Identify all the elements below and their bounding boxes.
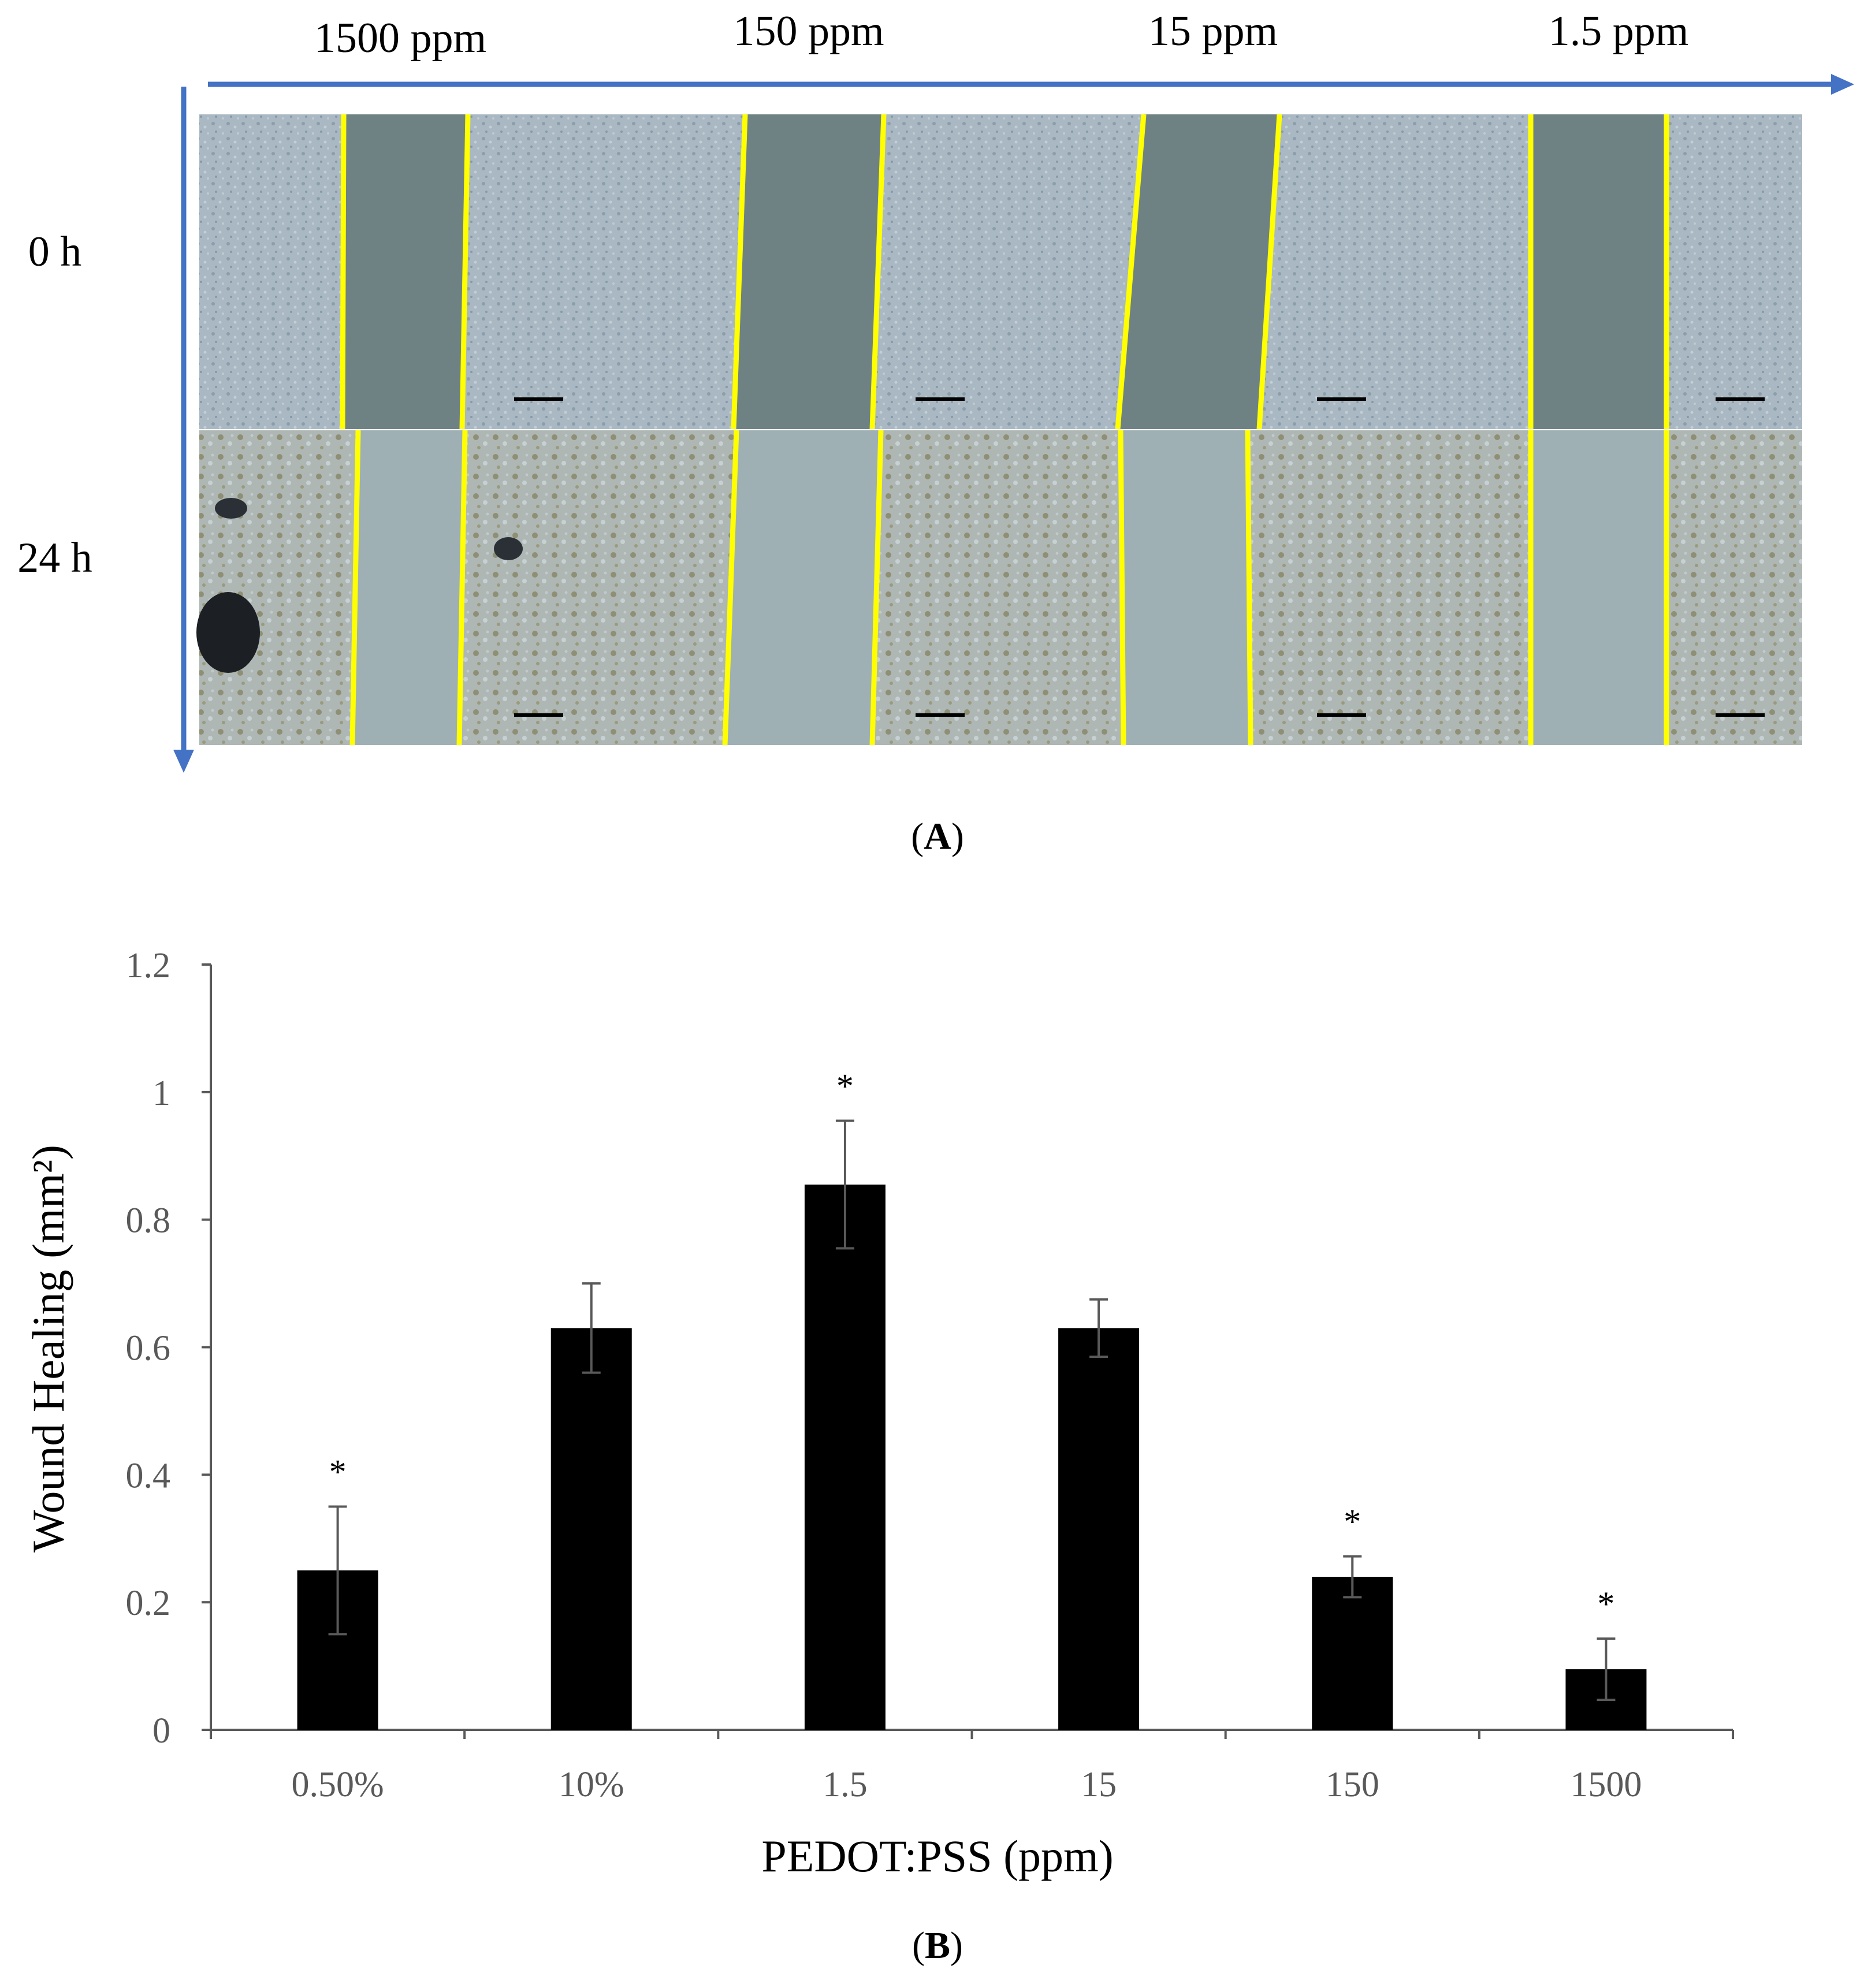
wound-gap (734, 114, 884, 429)
wound-edge-line (722, 430, 739, 746)
debris-blob (494, 537, 523, 560)
column-label: 150 ppm (733, 8, 884, 55)
row-label: 0 h (28, 228, 82, 276)
column-labels: 1500 ppm 150 ppm 15 ppm 1.5 ppm (314, 8, 1688, 62)
significance-marker: * (836, 1067, 854, 1105)
wound-gap (1121, 430, 1251, 745)
wound-gap (725, 430, 881, 745)
wound-gap (343, 114, 468, 429)
significance-marker: * (1597, 1585, 1614, 1623)
significance-marker: * (1344, 1503, 1361, 1541)
wound-gap (1531, 430, 1666, 745)
y-tick-label: 1.2 (126, 946, 171, 985)
wound-gap (352, 430, 465, 745)
x-tick-label: 15 (1081, 1765, 1117, 1804)
row-label: 24 h (17, 534, 92, 582)
wound-edge-line (731, 114, 748, 430)
y-tick-label: 0 (152, 1711, 170, 1751)
debris-blob (196, 592, 260, 673)
y-tick-label: 0.8 (126, 1201, 171, 1241)
x-tick-label: 1500 (1570, 1765, 1642, 1804)
wound-edge-line (456, 430, 468, 746)
significance-marker: * (329, 1453, 347, 1491)
concentration-arrow-head (1831, 74, 1854, 95)
panel-b-chart: 0 0.2 0.4 0.6 0.8 1 1.2 0.50% 10% 1.5 15 150 1500 *… (23, 946, 1734, 1967)
bar (804, 1184, 886, 1730)
wound-edge-line (349, 430, 361, 746)
bar (550, 1328, 632, 1730)
panel-a-micrographs: 1500 ppm 150 ppm 15 ppm 1.5 ppm 0 h 24 h (A) (17, 8, 1854, 858)
column-label: 15 ppm (1148, 8, 1278, 55)
bars: * * * * (297, 1067, 1647, 1730)
wound-edge-line (1256, 114, 1282, 430)
wound-edge-line (1118, 430, 1126, 746)
bar (1312, 1577, 1393, 1730)
wound-edge-line (1115, 114, 1147, 430)
y-axis: 0 0.2 0.4 0.6 0.8 1 1.2 (126, 946, 212, 1751)
x-axis: 0.50% 10% 1.5 15 150 1500 (210, 1729, 1734, 1804)
y-tick-label: 0.6 (126, 1329, 171, 1368)
y-axis-label: Wound Healing (mm²) (23, 1145, 73, 1553)
wound-edge-line (869, 430, 884, 746)
panel-b-caption: (B) (912, 1924, 963, 1967)
panel-a-caption: (A) (911, 816, 964, 858)
x-tick-label: 150 (1326, 1765, 1379, 1804)
wound-gap (1118, 114, 1279, 429)
wound-edge-line (1245, 430, 1253, 746)
column-label: 1.5 ppm (1549, 8, 1689, 55)
row-labels: 0 h 24 h (17, 228, 92, 582)
y-tick-label: 0.4 (126, 1456, 171, 1495)
wound-edge-line (869, 114, 887, 430)
x-axis-label: PEDOT:PSS (ppm) (761, 1831, 1113, 1881)
time-arrow-head (173, 750, 194, 773)
x-tick-label: 0.50% (292, 1765, 384, 1804)
wound-gap (1531, 114, 1666, 429)
y-tick-label: 1 (152, 1074, 170, 1113)
micrograph-tiles (196, 114, 1802, 746)
y-tick-label: 0.2 (126, 1584, 171, 1623)
debris-blob (215, 498, 247, 519)
x-tick-label: 1.5 (823, 1765, 868, 1804)
wound-edge-line (459, 114, 471, 430)
wound-edge-line (340, 114, 347, 430)
bar (1058, 1328, 1140, 1730)
column-label: 1500 ppm (314, 14, 486, 62)
x-tick-label: 10% (559, 1765, 624, 1804)
